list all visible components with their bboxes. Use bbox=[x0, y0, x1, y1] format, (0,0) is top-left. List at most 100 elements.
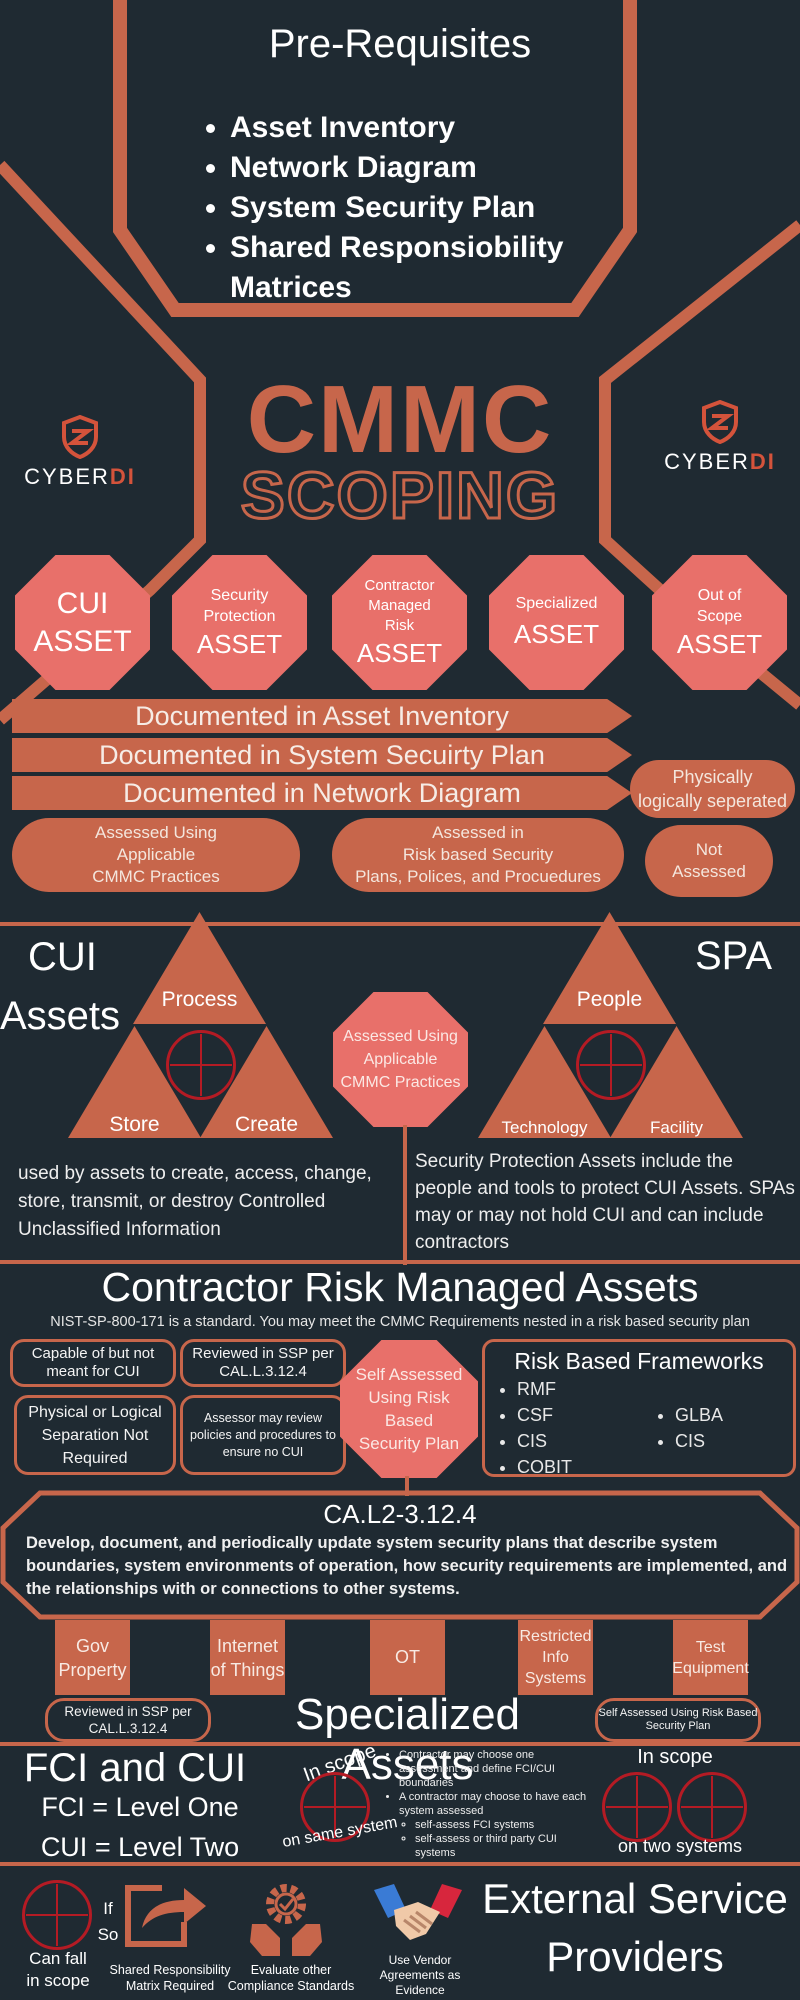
label-line: Shared Responsibility bbox=[109, 1963, 231, 1977]
logo-right: CYBERDI bbox=[660, 399, 780, 475]
logo-text-cyber: CYBER bbox=[24, 464, 110, 489]
crosshair-icon bbox=[602, 1772, 672, 1842]
octagon-line: Applicable bbox=[363, 1051, 438, 1068]
section-divider bbox=[0, 922, 800, 926]
in-scope-two-label: In scope bbox=[637, 1746, 713, 1768]
specialized-box-test: Test Equipment bbox=[672, 1620, 749, 1695]
specialized-box-ot: OT bbox=[370, 1620, 445, 1695]
cui-level-two: CUI = Level Two bbox=[40, 1832, 240, 1862]
fci-bullet: A contractor may choose to have each sys… bbox=[399, 1790, 590, 1818]
control-title: CA.L2-3.12.4 bbox=[323, 1499, 477, 1529]
tri-process-label: Process bbox=[161, 988, 238, 1011]
logo-text-di: DI bbox=[749, 449, 776, 474]
crosshair-icon bbox=[22, 1880, 92, 1950]
pill-line: Assessed Using bbox=[95, 823, 217, 842]
if-so-label: If So bbox=[96, 1896, 120, 1948]
not-assessed-pill: Not Assessed bbox=[645, 825, 773, 897]
cui-description: used by assets to create, access, change… bbox=[18, 1163, 372, 1240]
label-line: Can fall bbox=[29, 1949, 87, 1968]
label-line: Use Vendor bbox=[388, 1953, 452, 1967]
asset-bottom-label: ASSET bbox=[356, 638, 443, 668]
doc-arrow-network: Documented in Network Diagram bbox=[12, 776, 632, 810]
crma-title: Contractor Risk Managed Assets bbox=[101, 1264, 699, 1310]
specialized-box-iot: Internet of Things bbox=[210, 1620, 285, 1695]
asset-octagon-spa: Security Protection ASSET bbox=[172, 555, 307, 690]
pill-line: Plans, Polices, and Procuedures bbox=[355, 867, 601, 886]
doc-arrow-ssp: Documented in System Secuirty Plan bbox=[12, 738, 632, 772]
tri-store-label: Store bbox=[109, 1113, 160, 1136]
framework-item: CIS bbox=[517, 1428, 572, 1454]
octagon-line: CMMC Practices bbox=[340, 1074, 461, 1091]
asset-top-label: CUI bbox=[56, 586, 109, 620]
shield-logo-icon bbox=[62, 414, 98, 460]
crma-subtitle: NIST-SP-800-171 is a standard. You may m… bbox=[50, 1314, 750, 1330]
share-arrow-icon bbox=[125, 1885, 206, 1947]
esp-title-line: Providers bbox=[546, 1933, 724, 1980]
connector-line bbox=[403, 1125, 407, 1265]
crma-box-assessor: Assessor may review policies and procedu… bbox=[180, 1395, 346, 1475]
framework-item: RMF bbox=[517, 1376, 572, 1402]
pill-line: logically seperated bbox=[637, 791, 788, 811]
pill-line: Assessed in bbox=[432, 823, 524, 842]
crosshair-icon bbox=[166, 1030, 236, 1100]
asset-octagon-crma: Contractor Managed Risk ASSET bbox=[332, 555, 467, 690]
frameworks-col1: RMF CSF CIS COBIT bbox=[499, 1376, 572, 1480]
specialized-box-restricted: Restricted Info Systems bbox=[518, 1620, 593, 1695]
esp-title: External Service Providers bbox=[470, 1870, 800, 1986]
tri-create-label: Create bbox=[234, 1113, 299, 1136]
frameworks-title: Risk Based Frameworks bbox=[514, 1348, 764, 1374]
esp-title-line: External Service bbox=[482, 1875, 788, 1922]
crosshair-icon bbox=[677, 1772, 747, 1842]
framework-item: CIS bbox=[675, 1428, 723, 1454]
assessed-risk-pill: Assessed in Risk based Security Plans, P… bbox=[332, 818, 624, 892]
tri-people-label: People bbox=[576, 988, 643, 1011]
doc-arrow-inventory: Documented in Asset Inventory bbox=[12, 699, 632, 733]
logo-text-cyber: CYBER bbox=[664, 449, 750, 474]
asset-octagon-specialized: Specialized ASSET bbox=[489, 555, 624, 690]
spa-title: SPA bbox=[695, 934, 773, 978]
fci-sub-bullet: self-assess FCI systems bbox=[415, 1818, 590, 1832]
section-divider bbox=[0, 1260, 800, 1264]
assessed-cmmc-pill: Assessed Using Applicable CMMC Practices bbox=[12, 818, 300, 892]
section-divider bbox=[0, 1862, 800, 1866]
connector-line bbox=[405, 1476, 409, 1496]
fci-level-one: FCI = Level One bbox=[41, 1792, 239, 1822]
fci-title: FCI and CUI bbox=[23, 1746, 247, 1790]
crma-box-reviewed: Reviewed in SSP per CAL.L.3.12.4 bbox=[180, 1339, 346, 1387]
crosshair-icon bbox=[300, 1772, 370, 1842]
shield-logo-icon bbox=[702, 399, 738, 445]
asset-bottom-label: ASSET bbox=[676, 629, 763, 659]
prereq-item: Network Diagram bbox=[230, 148, 620, 188]
label-line: Matrix Required bbox=[125, 1979, 215, 1993]
pill-line: Risk based Security bbox=[402, 845, 554, 864]
crma-box-capable: Capable of but not meant for CUI bbox=[10, 1339, 176, 1387]
tri-facility-label: Facility bbox=[650, 1118, 703, 1137]
label-line: Evaluate other bbox=[250, 1963, 332, 1977]
crosshair-icon bbox=[576, 1030, 646, 1100]
asset-top-label: Out of Scope bbox=[696, 587, 743, 625]
eval-label: Evaluate other Compliance Standards bbox=[226, 1962, 356, 1994]
logo-text-di: DI bbox=[109, 464, 136, 489]
frameworks-box: Risk Based Frameworks RMF CSF CIS COBIT … bbox=[482, 1339, 796, 1477]
control-text: Develop, document, and periodically upda… bbox=[26, 1534, 788, 1598]
cui-title-line1: CUI bbox=[28, 935, 97, 979]
crma-self-assessed-octagon: Self Assessed Using Risk Based Security … bbox=[340, 1340, 478, 1478]
framework-item: COBIT bbox=[517, 1454, 572, 1480]
framework-item: CSF bbox=[517, 1402, 572, 1428]
label-line: Evidence bbox=[395, 1983, 445, 1997]
section-divider bbox=[0, 1742, 800, 1746]
label-line: If bbox=[103, 1899, 113, 1918]
asset-top-label: Security Protection bbox=[203, 587, 276, 625]
prereq-title: Pre-Requisites bbox=[268, 22, 532, 66]
handshake-icon bbox=[374, 1884, 462, 1940]
specialized-reviewed-pill: Reviewed in SSP per CAL.L.3.12.4 bbox=[45, 1698, 211, 1742]
framework-item: GLBA bbox=[675, 1402, 723, 1428]
can-fall-label: Can fall in scope bbox=[8, 1948, 108, 1992]
prereq-item: System Security Plan bbox=[230, 188, 620, 228]
physically-separated-pill: Physically logically seperated bbox=[630, 760, 795, 818]
prereq-list: Asset Inventory Network Diagram System S… bbox=[200, 108, 620, 308]
specialized-box-gov: Gov Property bbox=[55, 1620, 130, 1695]
spa-description: Security Protection Assets include the p… bbox=[415, 1151, 795, 1253]
title-scoping: SCOPING bbox=[239, 458, 560, 532]
fci-bullet: Contractor may choose one assessment and… bbox=[399, 1748, 590, 1790]
